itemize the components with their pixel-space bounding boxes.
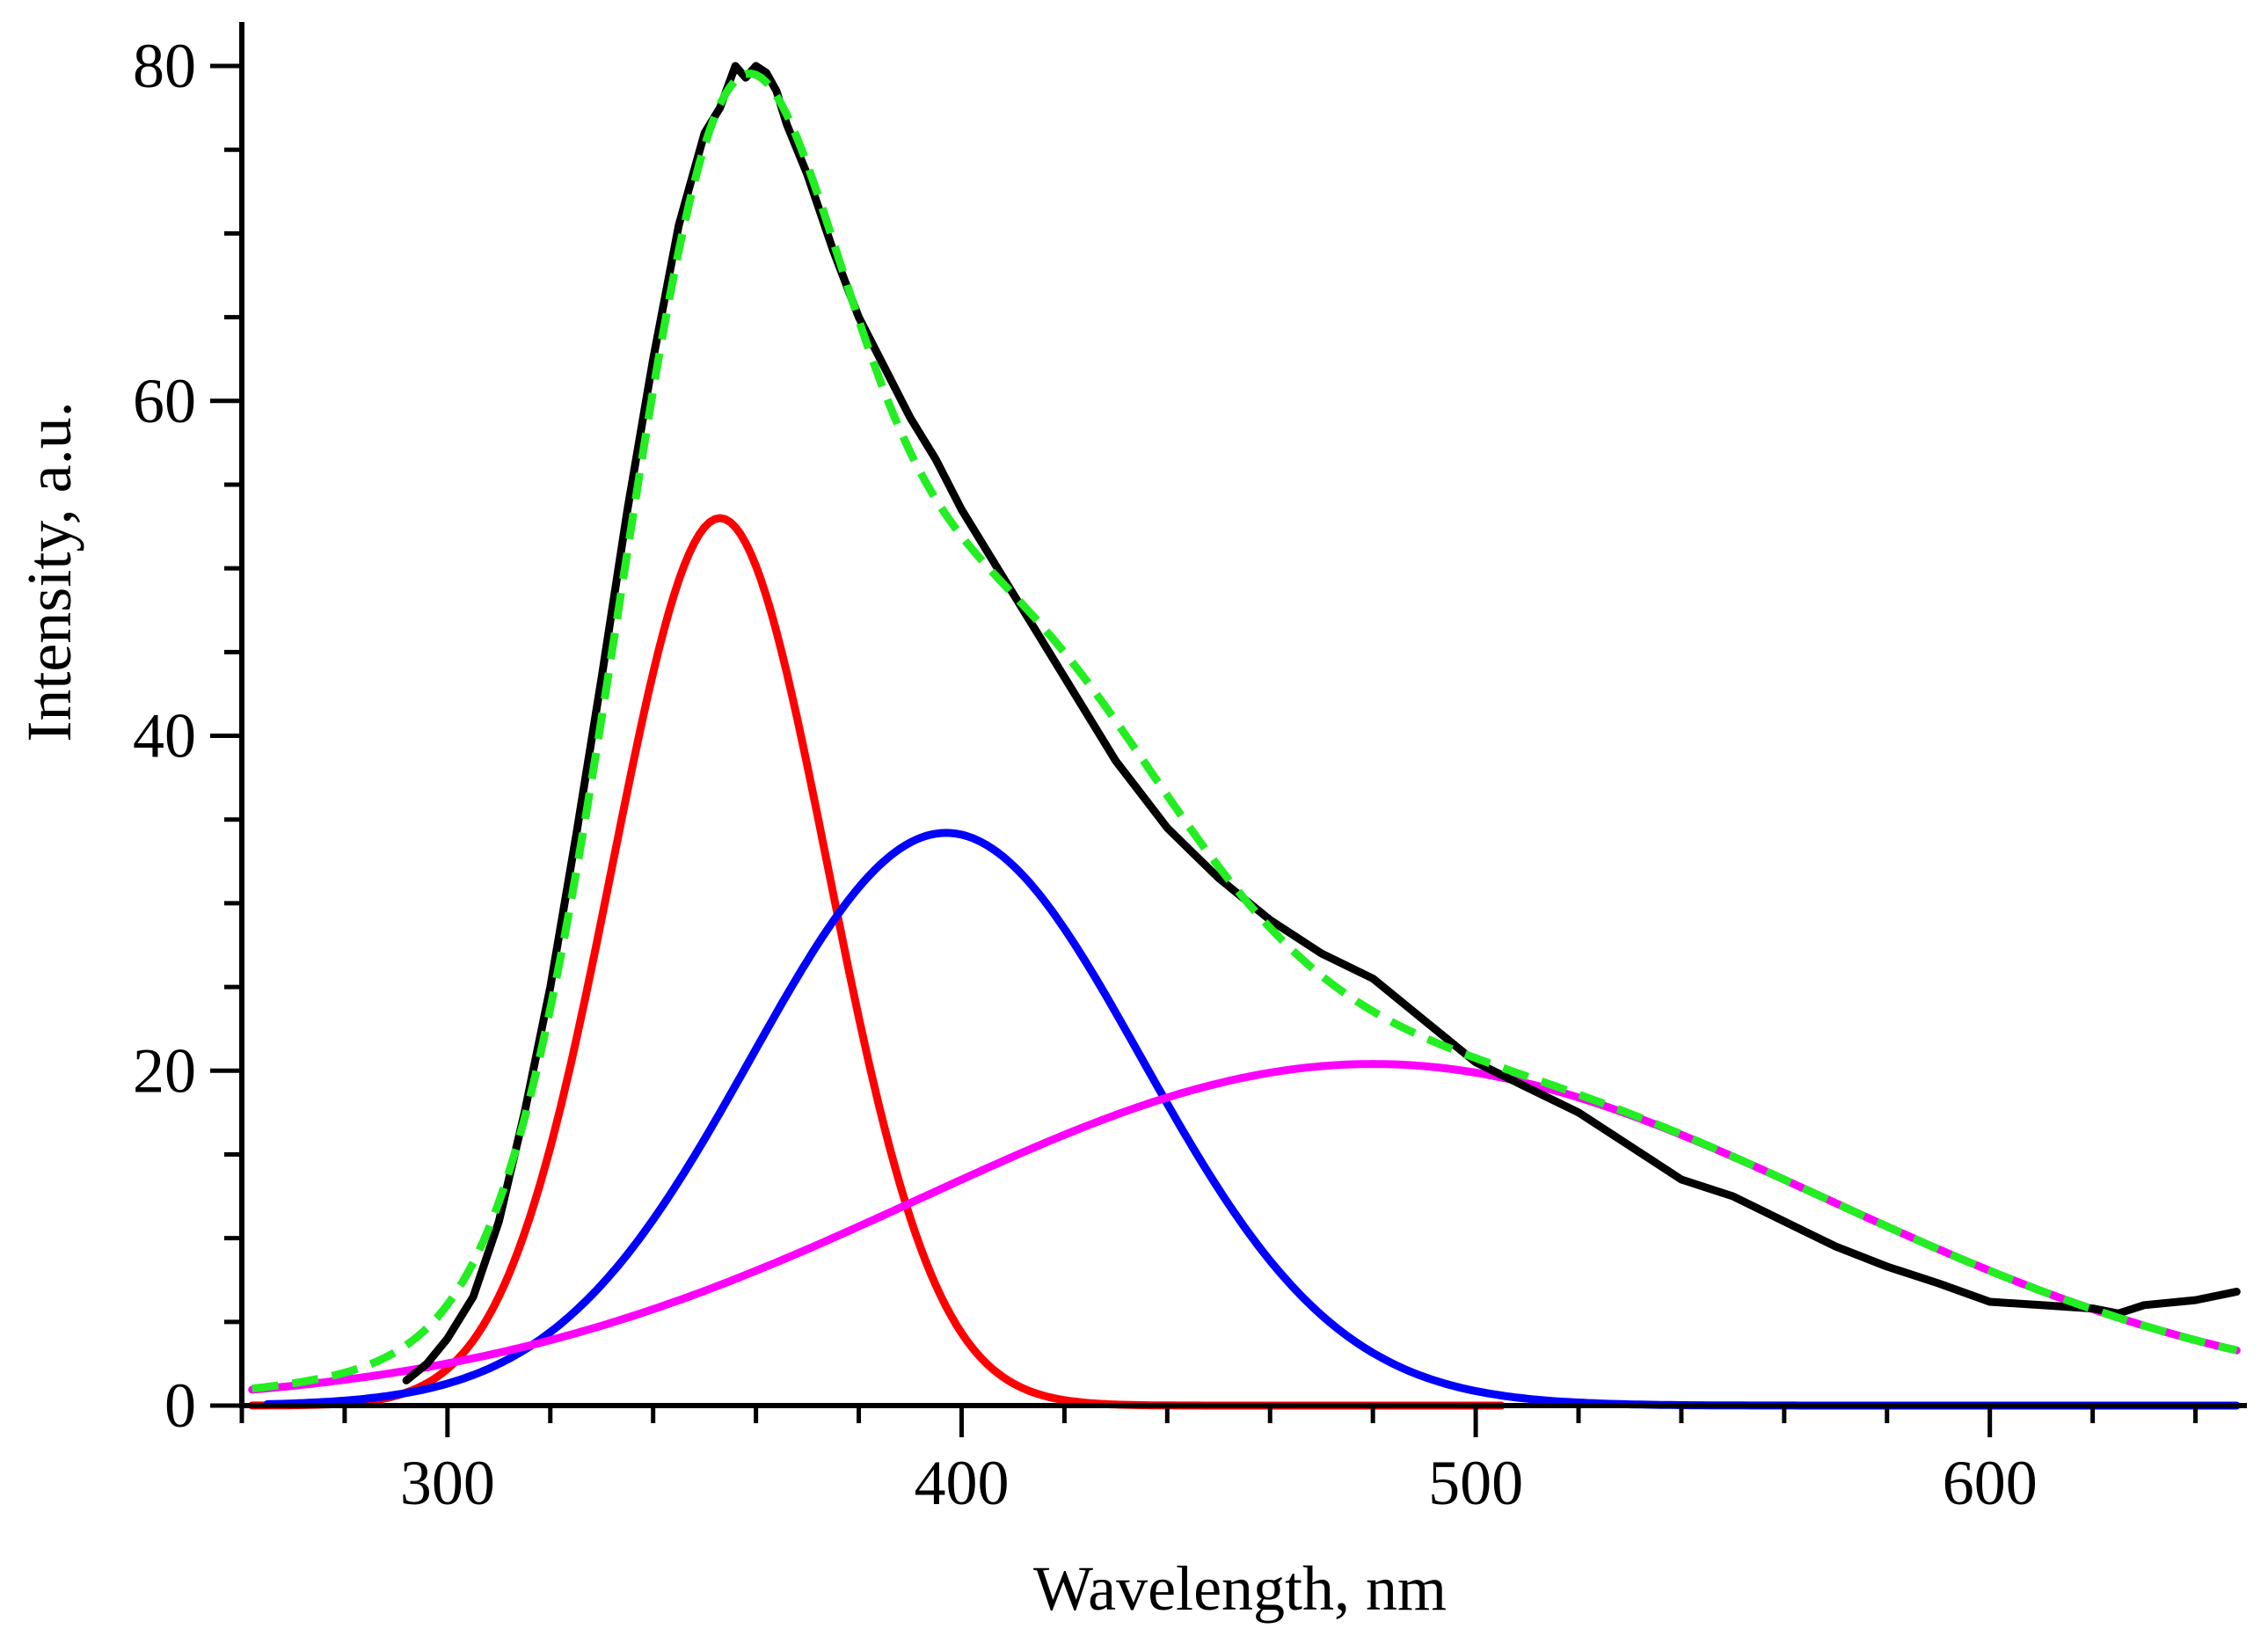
series-layer (248, 62, 2241, 1410)
axes: 300 400 500 600 0 20 40 60 80 (133, 22, 2247, 1518)
x-tick-label: 400 (914, 1448, 1009, 1518)
y-tick-label: 80 (133, 31, 196, 101)
y-axis-title: Intensity, a.u. (14, 401, 84, 741)
series-experimental-spectrum (402, 62, 2241, 1384)
series-peak-3 (248, 1060, 2241, 1394)
y-tick-label: 0 (164, 1370, 196, 1441)
x-tick-label: 600 (1943, 1448, 2038, 1518)
series-cumulative-fit (252, 69, 2238, 1393)
x-tick-label: 300 (400, 1448, 495, 1518)
y-ticks: 0 20 40 60 80 (133, 31, 242, 1441)
series-peak-1 (248, 514, 1506, 1410)
x-axis-title: Wavelength, nm (1033, 1553, 1447, 1624)
y-tick-label: 40 (133, 701, 196, 771)
y-tick-label: 20 (133, 1035, 196, 1106)
x-ticks: 300 400 500 600 (239, 1406, 2199, 1518)
x-tick-label: 500 (1428, 1448, 1523, 1518)
y-tick-label: 60 (133, 366, 196, 436)
